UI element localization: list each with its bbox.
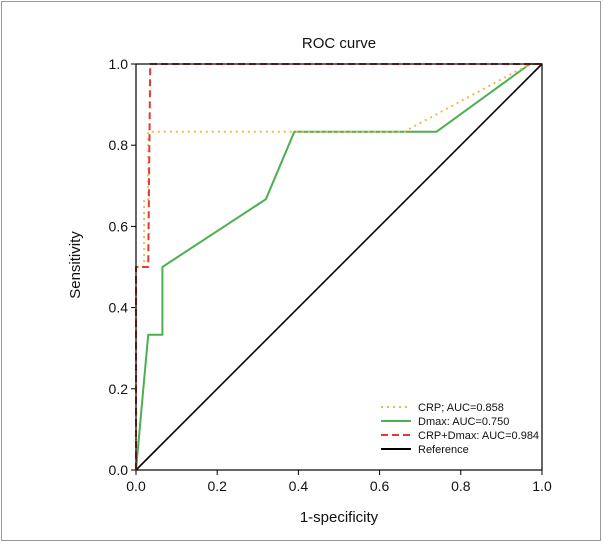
y-tick-label: 0.0 bbox=[109, 462, 129, 478]
chart-title: ROC curve bbox=[302, 35, 376, 52]
y-tick-label: 0.2 bbox=[109, 381, 129, 397]
y-axis-label: Sensitivity bbox=[67, 231, 84, 299]
series-line-dmax bbox=[135, 63, 542, 471]
x-tick-label: 1.0 bbox=[532, 478, 552, 494]
legend: CRP; AUC=0.858 Dmax: AUC=0.750 CRP+Dmax: A… bbox=[381, 402, 539, 456]
series-line-crp bbox=[135, 63, 542, 470]
legend-label: CRP+Dmax: AUC=0.984 bbox=[418, 430, 539, 442]
plot-area-border bbox=[135, 63, 543, 471]
x-axis-ticks: 0.0 0.2 0.4 0.6 0.8 1.0 bbox=[126, 470, 552, 494]
x-axis-label: 1-specificity bbox=[300, 509, 379, 526]
legend-label: Reference bbox=[418, 444, 469, 456]
y-tick-label: 0.4 bbox=[109, 300, 129, 316]
x-tick-label: 0.4 bbox=[289, 478, 309, 494]
x-tick-label: 0.0 bbox=[126, 478, 146, 494]
y-tick-label: 0.8 bbox=[109, 137, 129, 153]
y-tick-label: 0.6 bbox=[109, 218, 129, 234]
legend-label: CRP; AUC=0.858 bbox=[418, 402, 504, 414]
series-line-reference bbox=[135, 63, 543, 471]
x-tick-label: 0.2 bbox=[207, 478, 227, 494]
x-tick-label: 0.6 bbox=[370, 478, 390, 494]
y-tick-label: 1.0 bbox=[109, 56, 129, 72]
legend-label: Dmax: AUC=0.750 bbox=[418, 416, 509, 428]
y-axis-ticks: 0.0 0.2 0.4 0.6 0.8 1.0 bbox=[109, 56, 136, 478]
x-tick-label: 0.8 bbox=[451, 478, 471, 494]
